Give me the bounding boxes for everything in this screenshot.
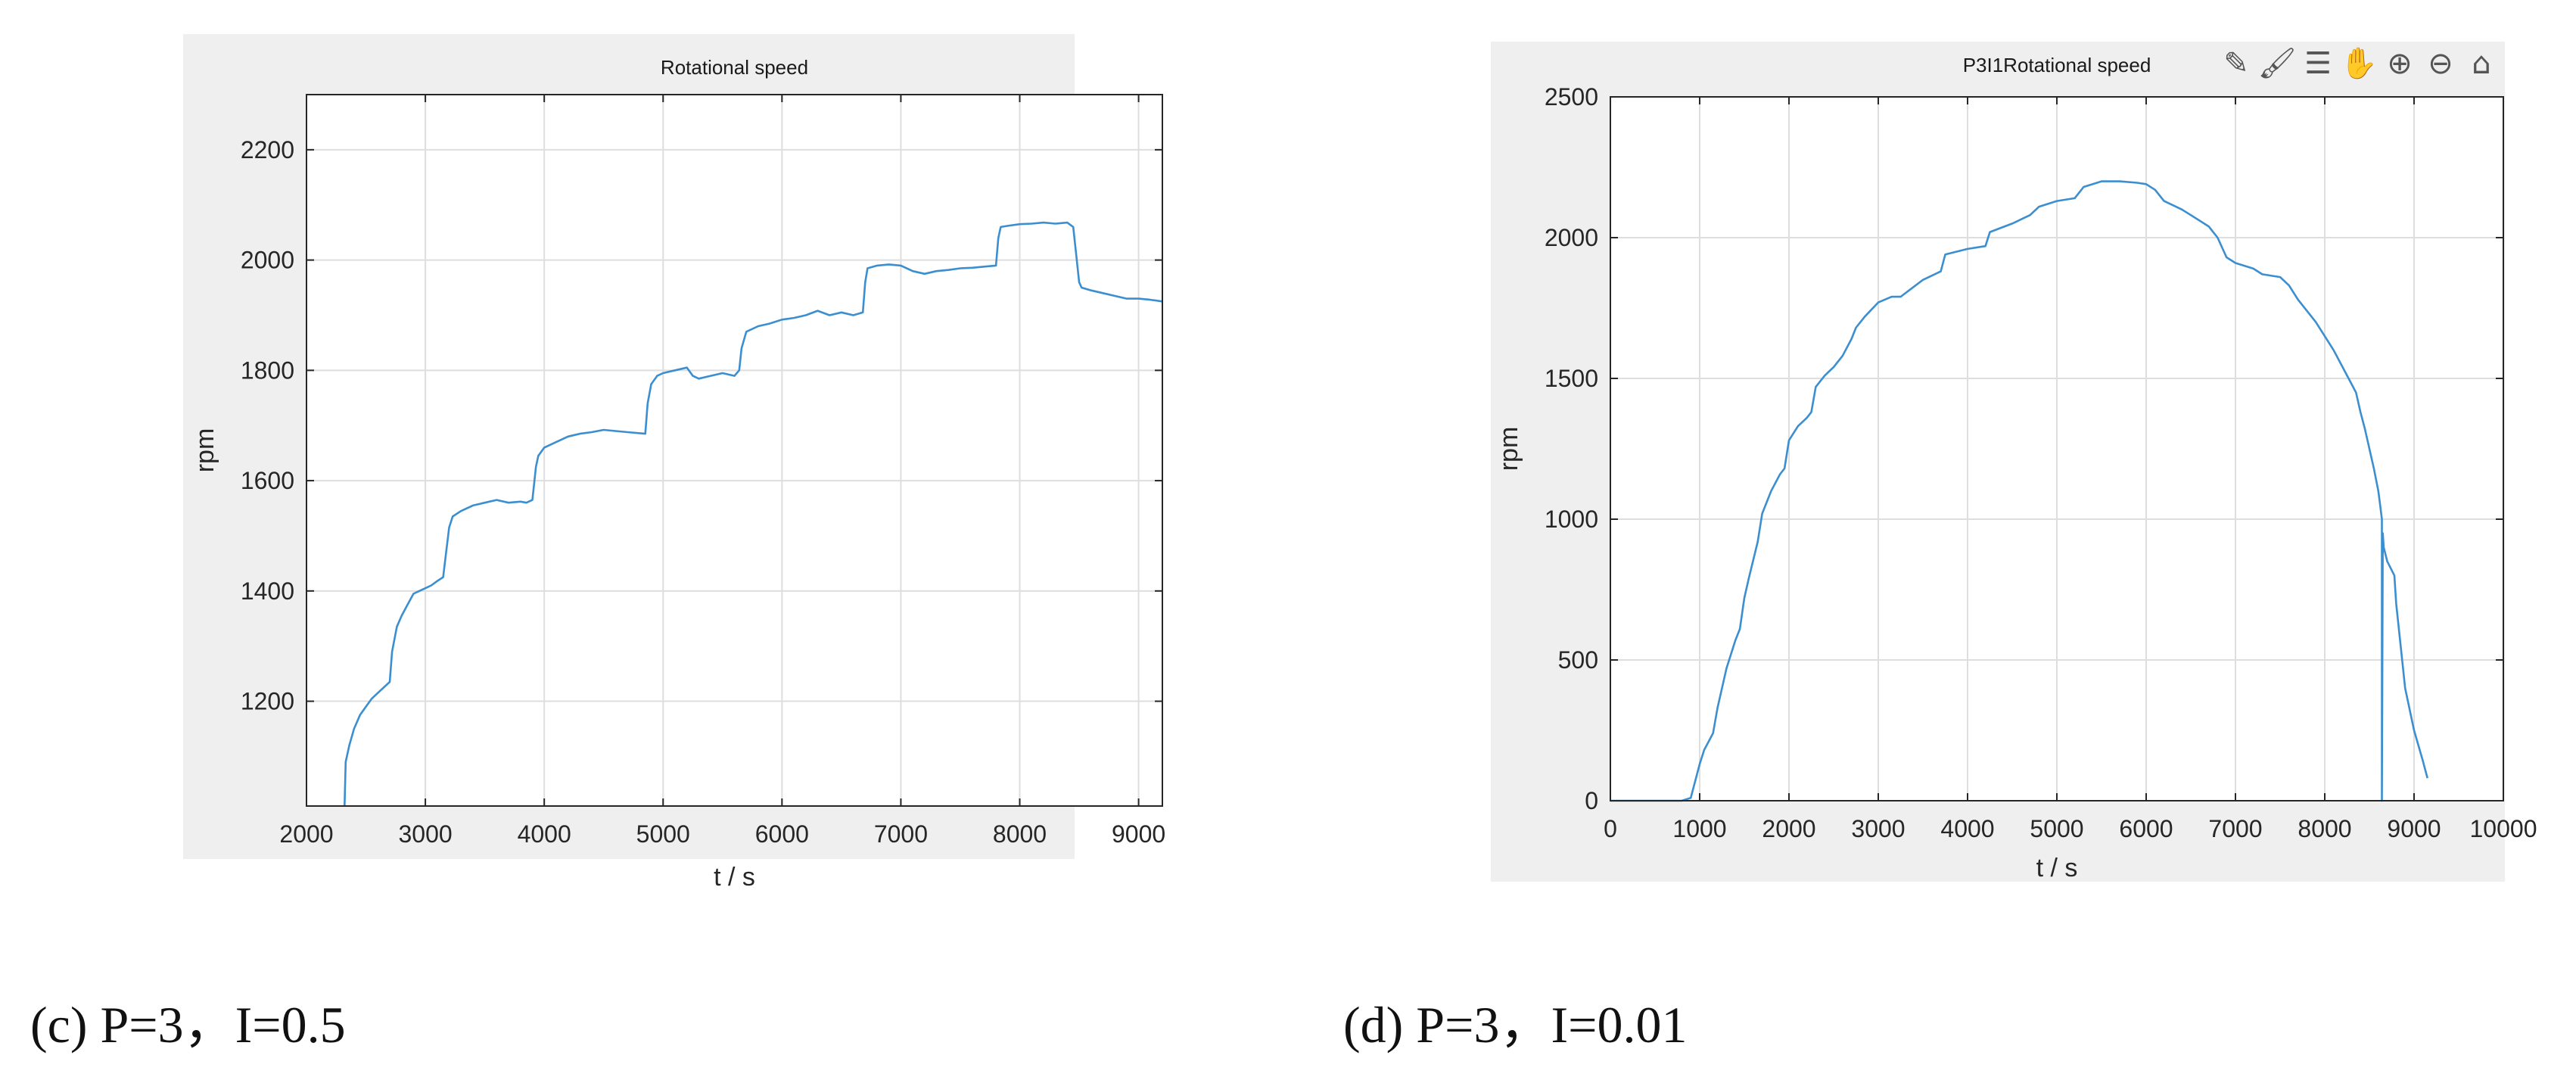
y-tick-label: 2000 bbox=[241, 247, 294, 274]
y-tick-label: 0 bbox=[1585, 787, 1598, 814]
series-line bbox=[1610, 180, 2428, 802]
home-icon[interactable]: ⌂ bbox=[2472, 46, 2490, 81]
x-tick-label: 2000 bbox=[1762, 815, 1815, 842]
caption-d: (d) P=3，I=0.01 bbox=[1343, 996, 1688, 1054]
x-tick-label: 5000 bbox=[636, 820, 690, 848]
x-axis-label: t / s bbox=[714, 863, 755, 892]
x-tick-label: 6000 bbox=[2119, 815, 2173, 842]
legend-icon[interactable]: ☰ bbox=[2304, 46, 2332, 81]
y-tick-label: 1400 bbox=[241, 577, 294, 605]
edit-icon[interactable]: ✎ bbox=[2223, 46, 2249, 81]
x-tick-label: 10000 bbox=[2470, 815, 2537, 842]
x-tick-label: 4000 bbox=[1940, 815, 1994, 842]
chart-title: P3I1Rotational speed bbox=[1963, 54, 2151, 76]
x-tick-label: 6000 bbox=[755, 820, 809, 848]
zoom-out-icon[interactable]: ⊖ bbox=[2428, 46, 2453, 81]
y-tick-label: 2200 bbox=[241, 136, 294, 163]
y-axis-label: rpm bbox=[191, 428, 219, 473]
x-tick-label: 7000 bbox=[874, 820, 928, 848]
y-tick-label: 2500 bbox=[1545, 83, 1598, 110]
axes-toolbar: ✎ 🖌 ☰ ✋ ⊕ ⊖ ⌂ bbox=[2223, 45, 2490, 81]
pan-icon[interactable]: ✋ bbox=[2340, 45, 2378, 81]
x-tick-label: 3000 bbox=[1851, 815, 1905, 842]
y-tick-label: 500 bbox=[1558, 646, 1598, 674]
caption-c: (c) P=3，I=0.5 bbox=[30, 996, 346, 1054]
chart-panel-c: 2000 3000 4000 5000 6000 7000 8000 9000 1200 1400… bbox=[183, 34, 1165, 892]
y-tick-label: 1600 bbox=[241, 467, 294, 494]
y-tick-label: 1500 bbox=[1545, 365, 1598, 392]
plot-area bbox=[306, 95, 1162, 806]
chart-panel-d: 0 1000 2000 3000 4000 5000 6000 7000 8000 9000 100… bbox=[1491, 42, 2537, 882]
series-line bbox=[344, 221, 1163, 807]
y-axis-label: rpm bbox=[1495, 427, 1523, 472]
chart-title: Rotational speed bbox=[661, 56, 808, 79]
x-tick-label: 5000 bbox=[2030, 815, 2083, 842]
x-tick-label: 8000 bbox=[993, 820, 1047, 848]
brush-icon[interactable]: 🖌 bbox=[2258, 46, 2297, 81]
x-tick-label: 9000 bbox=[1112, 820, 1165, 848]
x-tick-label: 9000 bbox=[2387, 815, 2441, 842]
x-axis-label: t / s bbox=[2036, 854, 2078, 882]
y-tick-label: 1200 bbox=[241, 688, 294, 715]
x-tick-label: 2000 bbox=[279, 820, 333, 848]
x-tick-label: 3000 bbox=[398, 820, 452, 848]
x-tick-label: 1000 bbox=[1672, 815, 1726, 842]
x-tick-label: 0 bbox=[1604, 815, 1617, 842]
axes-box bbox=[306, 94, 1163, 807]
y-tick-label: 1800 bbox=[241, 356, 294, 384]
zoom-in-icon[interactable]: ⊕ bbox=[2387, 46, 2413, 81]
y-tick-label: 1000 bbox=[1545, 506, 1598, 533]
x-tick-label: 4000 bbox=[518, 820, 571, 848]
y-tick-label: 2000 bbox=[1545, 224, 1598, 251]
x-tick-label: 8000 bbox=[2298, 815, 2351, 842]
x-tick-label: 7000 bbox=[2208, 815, 2262, 842]
